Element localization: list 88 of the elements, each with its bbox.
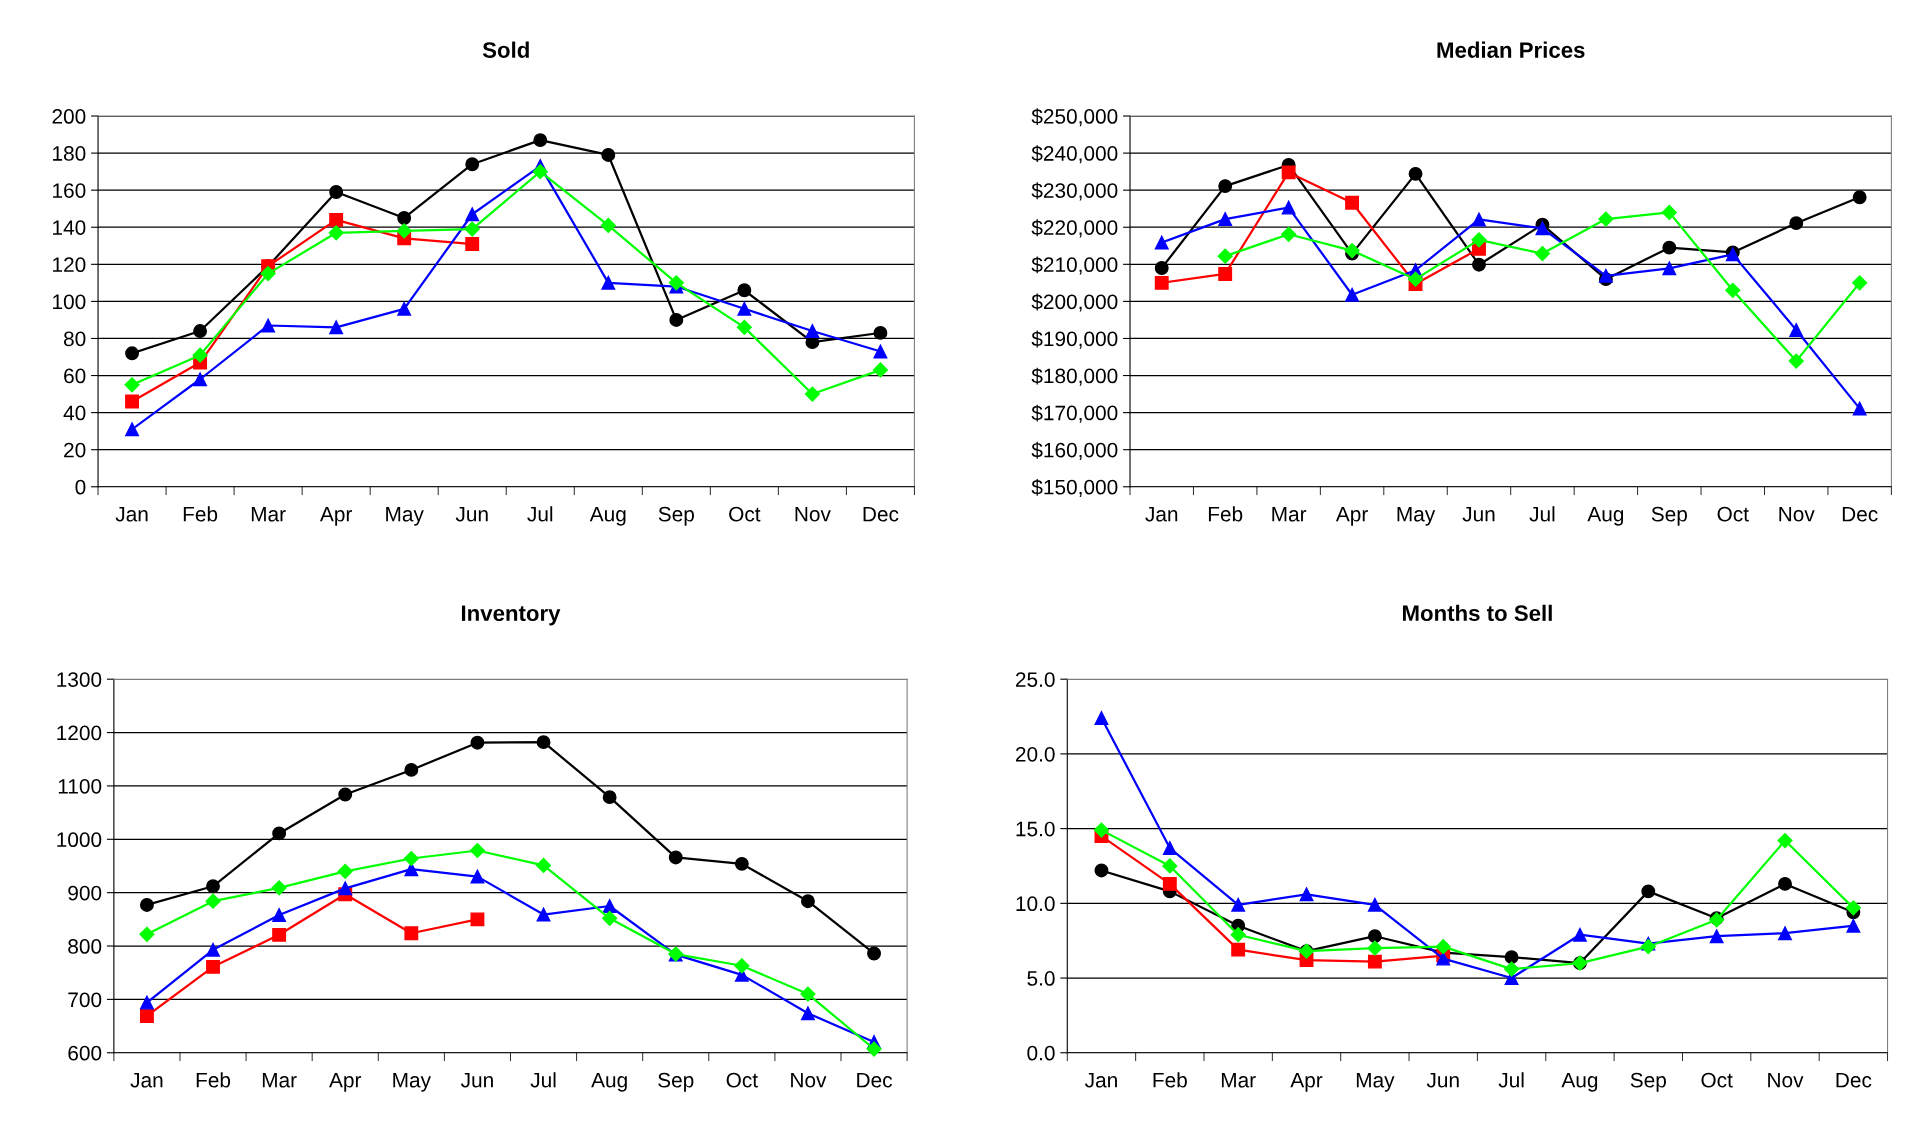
y-tick-label: 1000 — [57, 832, 102, 848]
y-tick-label: 80 — [63, 331, 86, 347]
x-tick-label: Jun — [1426, 1072, 1459, 1088]
y-tick-label: 200 — [52, 109, 86, 124]
x-tick-label: Jan — [115, 506, 148, 522]
x-tick-label: May — [393, 1072, 431, 1092]
x-tick-label: May — [1356, 1072, 1395, 1092]
x-tick-label: Jun — [460, 1072, 493, 1088]
x-tick-label: Oct — [1701, 1072, 1733, 1088]
y-tick-label: 700 — [68, 992, 102, 1008]
x-tick-label: Nov — [1768, 1072, 1804, 1088]
y-tick-label: $220,000 — [1031, 219, 1118, 238]
y-tick-label: $230,000 — [1031, 182, 1118, 201]
x-tick-label: Apr — [329, 1072, 362, 1092]
chart-title: Median Prices — [1437, 41, 1585, 58]
x-tick-label: Oct — [729, 506, 761, 522]
x-tick-label: Nov — [791, 1072, 827, 1088]
chart-title: Months to Sell — [1402, 604, 1552, 622]
y-tick-label: $180,000 — [1031, 367, 1118, 386]
x-tick-label: Oct — [726, 1072, 758, 1088]
y-tick-label: $240,000 — [1031, 145, 1118, 164]
x-tick-label: Jun — [455, 506, 488, 522]
y-tick-label: 60 — [64, 368, 86, 384]
y-tick-label: $210,000 — [1031, 256, 1118, 275]
x-tick-label: Apr — [1290, 1072, 1323, 1092]
x-tick-label: Aug — [1561, 1072, 1598, 1092]
x-tick-label: Aug — [589, 506, 626, 526]
x-tick-label: Aug — [1587, 506, 1624, 526]
y-tick-label: 140 — [53, 220, 86, 235]
x-tick-label: Mar — [1272, 506, 1307, 522]
x-tick-label: May — [386, 506, 424, 526]
y-tick-label: 1100 — [58, 778, 102, 794]
y-tick-label: 600 — [68, 1045, 102, 1061]
y-tick-label: 20.0 — [1015, 746, 1055, 762]
x-tick-label: Jul — [1498, 1072, 1524, 1088]
y-tick-label: $190,000 — [1031, 330, 1118, 349]
y-tick-label: 20 — [64, 442, 86, 458]
y-tick-label: 180 — [53, 146, 86, 161]
chart-title: Sold — [482, 41, 529, 58]
y-tick-label: $160,000 — [1031, 441, 1118, 460]
x-tick-label: Dec — [1842, 506, 1878, 522]
x-tick-label: Jul — [530, 1072, 556, 1088]
x-tick-label: Apr — [319, 506, 353, 526]
x-tick-label: Dec — [1836, 1072, 1872, 1088]
x-tick-label: Jun — [1462, 506, 1495, 522]
y-tick-label: 120 — [53, 257, 86, 273]
y-tick-label: $250,000 — [1031, 108, 1118, 127]
y-tick-label: 1200 — [57, 725, 102, 741]
x-tick-label: Jul — [527, 506, 553, 522]
x-tick-label: Apr — [1335, 506, 1368, 526]
x-tick-label: Sep — [658, 1072, 694, 1092]
x-tick-label: Sep — [658, 506, 694, 526]
x-tick-label: Dec — [863, 506, 899, 522]
x-tick-label: Jan — [1145, 506, 1178, 522]
x-tick-label: Sep — [1651, 506, 1687, 526]
x-tick-label: May — [1397, 506, 1436, 526]
y-tick-label: $150,000 — [1031, 478, 1118, 497]
y-tick-label: 10.0 — [1016, 896, 1055, 912]
y-tick-label: 160 — [53, 183, 86, 198]
y-tick-label: 100 — [53, 294, 86, 310]
x-tick-label: Sep — [1630, 1072, 1666, 1092]
x-tick-label: Feb — [196, 1072, 231, 1088]
x-tick-label: Mar — [262, 1072, 297, 1088]
y-tick-label: 25.0 — [1015, 672, 1055, 687]
x-tick-label: Mar — [1221, 1072, 1256, 1088]
x-tick-label: Jan — [1085, 1072, 1117, 1088]
y-tick-label: 1300 — [57, 672, 102, 687]
x-tick-label: Feb — [183, 506, 218, 522]
y-tick-label: 0 — [75, 479, 86, 495]
x-tick-label: Mar — [251, 506, 286, 522]
x-tick-label: Aug — [591, 1072, 627, 1092]
x-tick-label: Nov — [795, 506, 831, 522]
x-tick-label: Feb — [1208, 506, 1243, 522]
x-tick-label: Nov — [1779, 506, 1815, 522]
x-tick-label: Oct — [1717, 506, 1749, 522]
x-tick-label: Jul — [1529, 506, 1555, 522]
x-tick-label: Feb — [1153, 1072, 1187, 1088]
y-tick-label: $200,000 — [1031, 293, 1118, 312]
y-tick-label: 40 — [63, 405, 86, 421]
chart-title: Inventory — [461, 605, 561, 626]
y-tick-label: 0.0 — [1027, 1045, 1055, 1061]
y-tick-label: 15.0 — [1016, 821, 1055, 837]
y-tick-label: 5.0 — [1027, 971, 1055, 986]
x-tick-label: Dec — [857, 1072, 893, 1088]
y-tick-label: 900 — [68, 885, 102, 901]
y-tick-label: $170,000 — [1031, 404, 1118, 423]
x-tick-label: Jan — [130, 1072, 163, 1088]
y-tick-label: 800 — [68, 939, 102, 954]
